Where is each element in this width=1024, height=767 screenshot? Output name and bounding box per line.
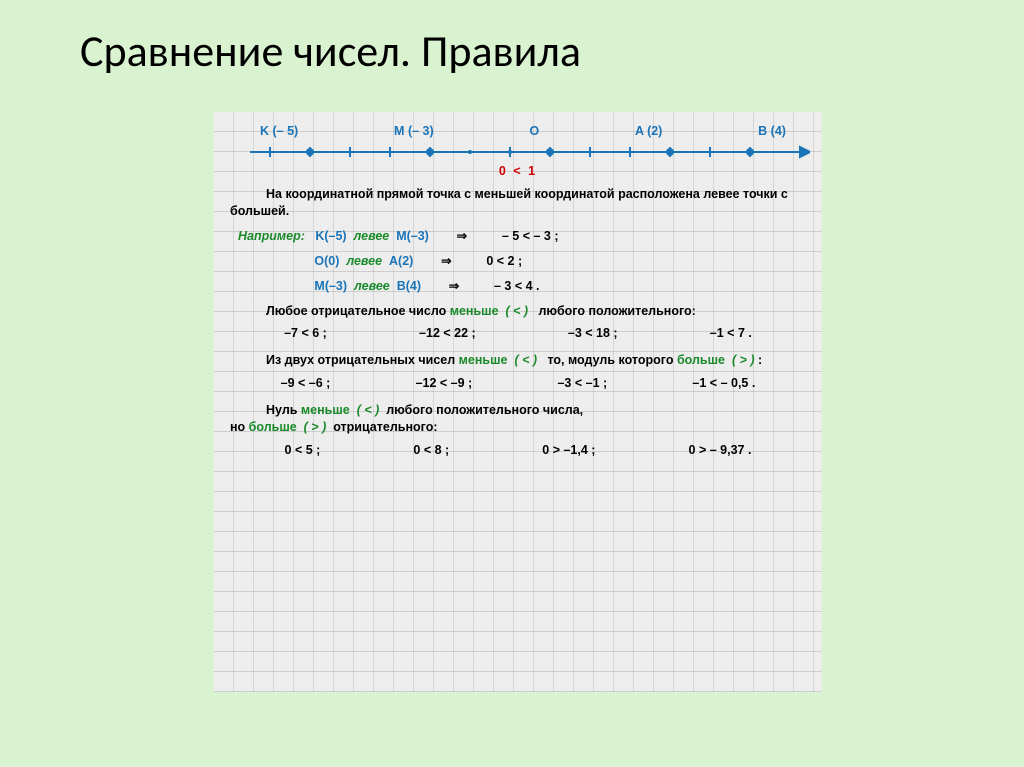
rule-neg-lt-pos: Любое отрицательное число меньше ( < ) л…	[230, 303, 806, 321]
comparison-item: –3 < –1 ;	[557, 376, 607, 390]
point-m: M (– 3)	[394, 124, 434, 138]
rule1-examples: –7 < 6 ; –12 < 22 ; –3 < 18 ; –1 < 7 .	[238, 326, 798, 340]
comparison-item: –1 < – 0,5 .	[692, 376, 755, 390]
rule3-examples: 0 < 5 ; 0 < 8 ; 0 > –1,4 ; 0 > – 9,37 .	[238, 443, 798, 457]
comparison-item: 0 > –1,4 ;	[542, 443, 595, 457]
intro-text: На координатной прямой точка с меньшей к…	[230, 186, 806, 220]
point-o: O	[529, 124, 539, 138]
zero-less-than-one: 0 < 1	[230, 164, 806, 178]
comparison-item: –7 < 6 ;	[284, 326, 327, 340]
comparison-item: –9 < –6 ;	[281, 376, 331, 390]
rule2-examples: –9 < –6 ; –12 < –9 ; –3 < –1 ; –1 < – 0,5 .	[238, 376, 798, 390]
comparison-item: 0 > – 9,37 .	[689, 443, 752, 457]
comparison-item: –3 < 18 ;	[568, 326, 618, 340]
example-row: Например: K(–5) левее M(–3) ⇒ – 5 < – 3 …	[238, 228, 806, 243]
page-title: Сравнение чисел. Правила	[0, 0, 1024, 78]
comparison-item: 0 < 5 ;	[285, 443, 321, 457]
rule-two-negatives: Из двух отрицательных чисел меньше ( < )…	[230, 352, 806, 370]
number-line	[240, 144, 796, 160]
rule-zero: Нуль меньше ( < ) любого положительного …	[230, 402, 806, 437]
point-b: B (4)	[758, 124, 786, 138]
comparison-item: –12 < –9 ;	[416, 376, 473, 390]
numline-point-labels: K (– 5) M (– 3) O A (2) B (4)	[260, 124, 786, 138]
comparison-item: –1 < 7 .	[710, 326, 752, 340]
point-k: K (– 5)	[260, 124, 298, 138]
example-row: M(–3) левее B(4) ⇒ – 3 < 4 .	[238, 278, 806, 293]
comparison-item: –12 < 22 ;	[419, 326, 476, 340]
comparison-item: 0 < 8 ;	[413, 443, 449, 457]
content-panel: K (– 5) M (– 3) O A (2) B (4) 0 < 1 На к…	[214, 112, 822, 692]
example-row: O(0) левее A(2) ⇒ 0 < 2 ;	[238, 253, 806, 268]
point-a: A (2)	[635, 124, 662, 138]
